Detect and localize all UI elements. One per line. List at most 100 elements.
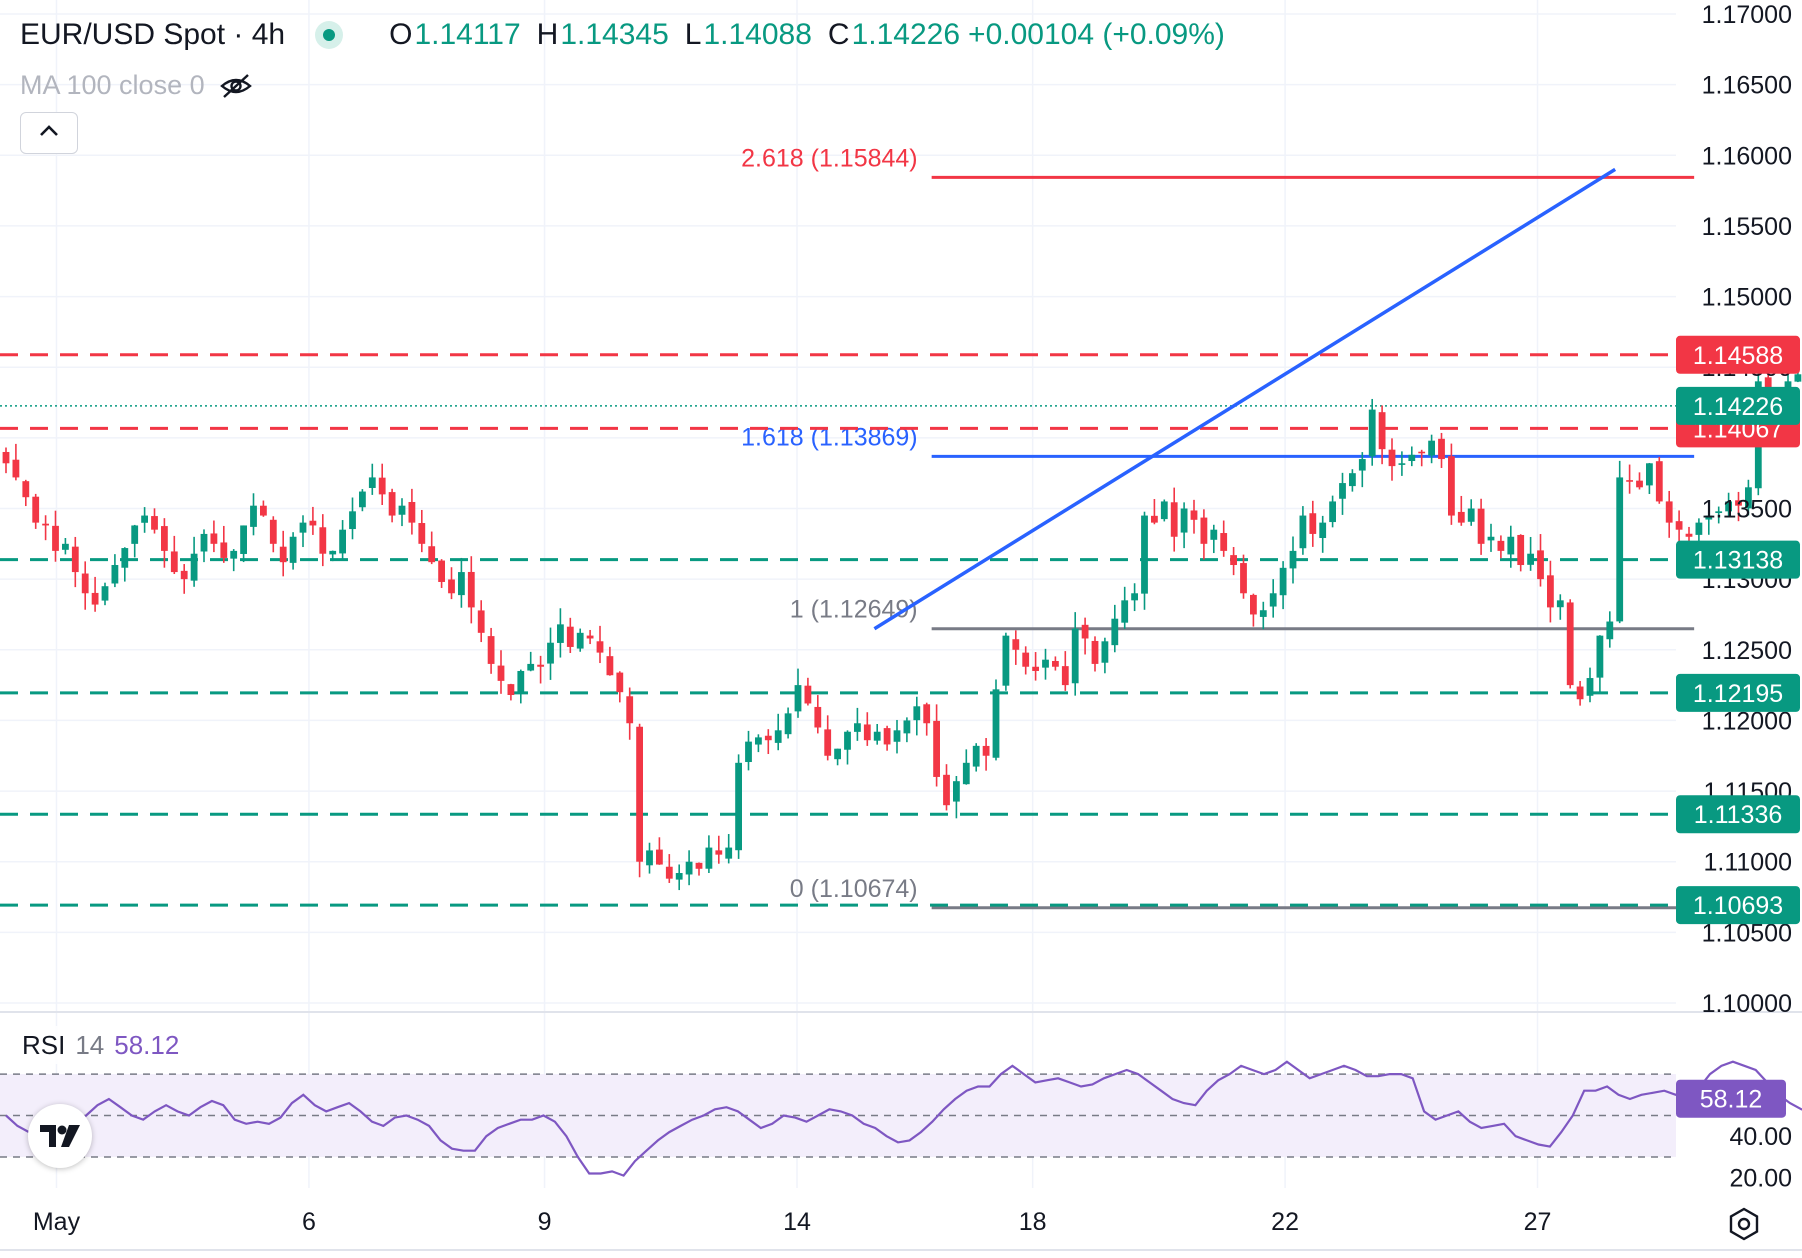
candle — [477, 600, 485, 643]
rsi-legend[interactable]: RSI 14 58.12 — [14, 1026, 188, 1064]
candle-body — [566, 626, 574, 647]
candle — [725, 834, 733, 864]
candle-body — [804, 685, 812, 704]
time-axis[interactable]: May6914182227Jun5 — [33, 1208, 1802, 1236]
price-tick-label: 1.10000 — [1702, 990, 1792, 1018]
candle-body — [359, 491, 366, 508]
candle — [1596, 635, 1604, 692]
candle — [200, 529, 208, 563]
trendline — [873, 167, 1617, 631]
candle-body — [111, 565, 119, 584]
rsi-badge-label: 58.12 — [1700, 1086, 1763, 1114]
candle — [418, 509, 426, 553]
candle-body — [646, 850, 653, 866]
candle — [1160, 499, 1168, 522]
fib-level-label: 2.618 (1.15844) — [741, 144, 918, 172]
rsi-value: 58.12 — [114, 1029, 180, 1060]
candle-body — [1230, 555, 1237, 566]
candle-body — [32, 496, 40, 523]
candle-body — [1576, 686, 1584, 700]
candle — [121, 547, 129, 582]
candle — [1349, 469, 1356, 492]
candle — [1655, 456, 1663, 504]
candle — [1576, 680, 1584, 706]
candle — [883, 725, 891, 751]
candle-body — [715, 850, 723, 855]
candle — [428, 531, 436, 565]
candle — [359, 489, 366, 512]
candle-body — [269, 519, 277, 544]
candle-body — [1566, 602, 1574, 686]
candle-body — [923, 704, 931, 724]
candle-body — [22, 481, 30, 498]
candle — [1547, 560, 1554, 623]
candle — [1408, 446, 1416, 467]
candle — [299, 515, 307, 548]
candle-body — [438, 560, 445, 582]
candle — [566, 617, 574, 653]
candle — [1537, 534, 1544, 587]
candle — [1507, 525, 1515, 568]
candle-body — [1517, 534, 1525, 566]
candle-body — [913, 706, 921, 721]
collapse-button[interactable] — [20, 112, 78, 154]
candle-body — [279, 546, 287, 563]
candle — [656, 837, 663, 865]
candle-body — [1279, 567, 1287, 596]
low-value: 1.14088 — [703, 18, 812, 51]
candle-body — [141, 515, 148, 523]
price-badge-label: 1.11336 — [1694, 801, 1783, 829]
candle-body — [1794, 374, 1802, 382]
symbol-title[interactable]: EUR/USD Spot · 4h — [20, 18, 286, 51]
candle-body — [448, 579, 455, 594]
candle-body — [1339, 483, 1346, 499]
candle-body — [656, 849, 663, 865]
candle — [1061, 651, 1069, 691]
candle-body — [814, 706, 822, 728]
candle-body — [1071, 628, 1079, 684]
candle — [1250, 593, 1257, 627]
candle-body — [824, 729, 832, 756]
gear-icon[interactable] — [1726, 1206, 1762, 1242]
candle-body — [1061, 666, 1069, 686]
horizontal-levels — [0, 353, 1676, 907]
candle — [1636, 472, 1643, 490]
candle — [1042, 648, 1049, 680]
fib-extension: 2.618 (1.15844) 1.618 (1.13869) 1 (1.12649… — [741, 144, 1695, 910]
price-tick-label: 1.12500 — [1702, 637, 1792, 665]
time-tick-label: 9 — [538, 1208, 552, 1236]
candle — [438, 559, 445, 588]
candle — [903, 717, 911, 743]
candle-body — [854, 723, 861, 732]
candle-body — [962, 762, 970, 785]
candle-body — [151, 516, 158, 530]
level-badge: 1.14588 — [1676, 335, 1800, 374]
eye-off-icon[interactable] — [219, 73, 253, 99]
candle — [52, 510, 59, 562]
tradingview-logo[interactable] — [28, 1104, 92, 1168]
ma-indicator[interactable]: MA 100 close 0 — [20, 70, 253, 101]
candle — [626, 687, 634, 740]
price-badge-bg — [1676, 540, 1800, 579]
candle-body — [1408, 454, 1416, 462]
candle-body — [774, 730, 782, 743]
candle — [1477, 498, 1485, 555]
candle-body — [467, 571, 475, 608]
candle-body — [903, 720, 911, 734]
candle-body — [1141, 515, 1148, 594]
candle — [1052, 656, 1059, 671]
candle-body — [1457, 511, 1465, 523]
candle-body — [180, 570, 188, 580]
candle — [873, 723, 881, 745]
candle — [1269, 579, 1277, 618]
candle — [1190, 499, 1198, 534]
candle — [953, 776, 960, 819]
candle-body — [398, 505, 406, 515]
candle — [289, 532, 297, 570]
candle-body — [1378, 412, 1386, 450]
price-axis[interactable]: 1.17000 1.16500 1.16000 1.15500 1.15000 1.145… — [1676, 1, 1800, 1193]
candle — [606, 646, 614, 676]
candle-body — [1467, 508, 1475, 522]
